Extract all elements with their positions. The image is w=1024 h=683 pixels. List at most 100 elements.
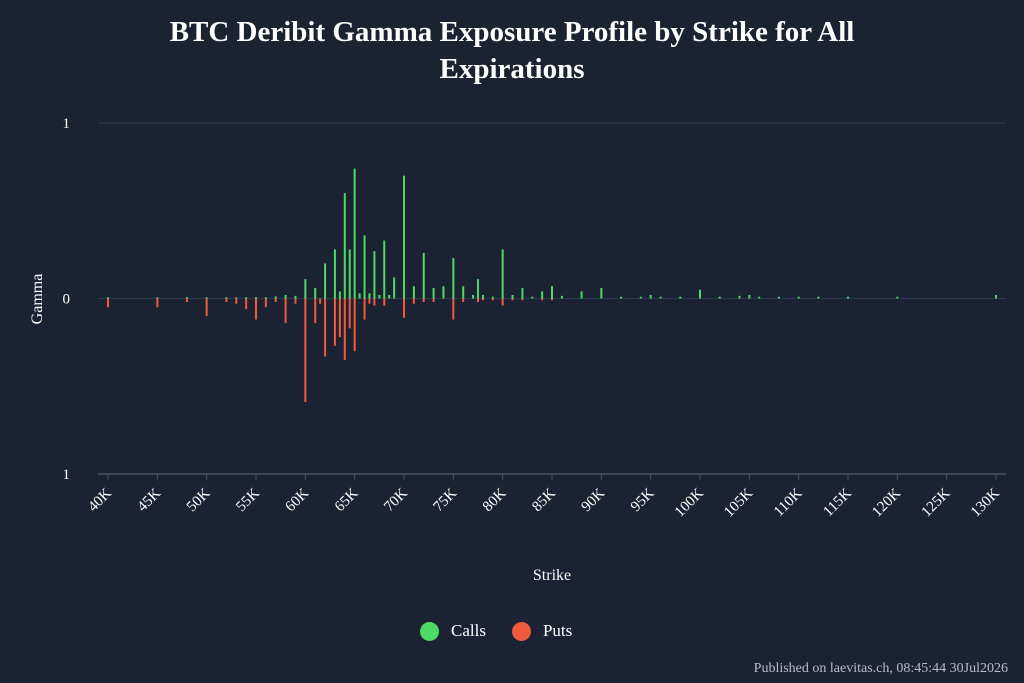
- call-gamma-bar[interactable]: [348, 249, 351, 299]
- call-gamma-bar[interactable]: [462, 286, 465, 299]
- put-gamma-bar[interactable]: [412, 298, 415, 304]
- call-gamma-bar[interactable]: [738, 295, 741, 299]
- put-gamma-bar[interactable]: [521, 298, 524, 301]
- call-gamma-bar[interactable]: [649, 294, 652, 299]
- call-gamma-bar[interactable]: [373, 251, 376, 299]
- call-gamma-bar[interactable]: [501, 249, 504, 299]
- call-gamma-bar[interactable]: [378, 294, 381, 299]
- put-gamma-bar[interactable]: [304, 298, 307, 403]
- put-gamma-bar[interactable]: [156, 298, 159, 308]
- put-gamma-bar[interactable]: [343, 298, 346, 360]
- call-gamma-bar[interactable]: [304, 279, 307, 299]
- put-gamma-bar[interactable]: [368, 298, 371, 304]
- put-gamma-bar[interactable]: [319, 298, 322, 304]
- call-gamma-bar[interactable]: [531, 296, 534, 299]
- call-gamma-bar[interactable]: [353, 168, 356, 299]
- call-gamma-bar[interactable]: [343, 193, 346, 299]
- call-gamma-bar[interactable]: [422, 252, 425, 299]
- put-gamma-bar[interactable]: [245, 298, 248, 310]
- call-gamma-bar[interactable]: [185, 297, 188, 299]
- put-gamma-bar[interactable]: [225, 298, 228, 303]
- call-gamma-bar[interactable]: [551, 286, 553, 299]
- call-gamma-bar[interactable]: [403, 175, 405, 299]
- call-gamma-bar[interactable]: [847, 296, 849, 299]
- put-gamma-bar[interactable]: [353, 298, 356, 352]
- call-gamma-bar[interactable]: [294, 295, 297, 299]
- put-gamma-bar[interactable]: [403, 298, 405, 318]
- legend-item-puts[interactable]: Puts: [511, 621, 572, 641]
- put-gamma-bar[interactable]: [477, 298, 479, 303]
- put-gamma-bar[interactable]: [274, 298, 277, 303]
- call-gamma-bar[interactable]: [107, 297, 109, 299]
- call-gamma-bar[interactable]: [659, 296, 662, 299]
- call-gamma-bar[interactable]: [699, 289, 701, 299]
- put-gamma-bar[interactable]: [363, 298, 366, 320]
- call-gamma-bar[interactable]: [521, 287, 524, 299]
- call-gamma-bar[interactable]: [481, 294, 484, 299]
- call-gamma-bar[interactable]: [156, 297, 159, 299]
- put-gamma-bar[interactable]: [314, 298, 317, 324]
- call-gamma-bar[interactable]: [620, 296, 623, 299]
- put-gamma-bar[interactable]: [107, 298, 109, 308]
- put-gamma-bar[interactable]: [541, 298, 544, 301]
- put-gamma-bar[interactable]: [324, 298, 327, 357]
- call-gamma-bar[interactable]: [245, 297, 248, 299]
- call-gamma-bar[interactable]: [452, 258, 455, 299]
- call-gamma-bar[interactable]: [255, 297, 257, 299]
- put-gamma-bar[interactable]: [338, 298, 341, 338]
- call-gamma-bar[interactable]: [412, 286, 415, 299]
- call-gamma-bar[interactable]: [264, 297, 267, 299]
- call-gamma-bar[interactable]: [314, 287, 317, 299]
- call-gamma-bar[interactable]: [541, 291, 544, 299]
- call-gamma-bar[interactable]: [284, 294, 287, 299]
- call-gamma-bar[interactable]: [388, 294, 391, 299]
- put-gamma-bar[interactable]: [255, 298, 257, 320]
- call-gamma-bar[interactable]: [324, 263, 327, 299]
- put-gamma-bar[interactable]: [348, 298, 351, 329]
- call-gamma-bar[interactable]: [491, 296, 494, 299]
- call-gamma-bar[interactable]: [797, 296, 800, 299]
- call-gamma-bar[interactable]: [995, 294, 997, 299]
- call-gamma-bar[interactable]: [679, 296, 682, 299]
- call-gamma-bar[interactable]: [580, 291, 583, 299]
- put-gamma-bar[interactable]: [422, 298, 425, 303]
- call-gamma-bar[interactable]: [368, 293, 371, 299]
- put-gamma-bar[interactable]: [452, 298, 455, 320]
- call-gamma-bar[interactable]: [748, 294, 751, 299]
- put-gamma-bar[interactable]: [481, 298, 484, 301]
- call-gamma-bar[interactable]: [205, 297, 208, 299]
- call-gamma-bar[interactable]: [225, 297, 228, 299]
- put-gamma-bar[interactable]: [373, 298, 376, 306]
- call-gamma-bar[interactable]: [363, 235, 366, 299]
- put-gamma-bar[interactable]: [264, 298, 267, 308]
- put-gamma-bar[interactable]: [333, 298, 336, 346]
- call-gamma-bar[interactable]: [358, 293, 361, 299]
- put-gamma-bar[interactable]: [294, 298, 297, 304]
- call-gamma-bar[interactable]: [472, 294, 475, 299]
- put-gamma-bar[interactable]: [185, 298, 188, 303]
- put-gamma-bar[interactable]: [432, 298, 435, 303]
- put-gamma-bar[interactable]: [284, 298, 287, 324]
- call-gamma-bar[interactable]: [718, 296, 721, 299]
- call-gamma-bar[interactable]: [560, 295, 563, 299]
- put-gamma-bar[interactable]: [205, 298, 208, 317]
- put-gamma-bar[interactable]: [491, 298, 494, 301]
- call-gamma-bar[interactable]: [383, 240, 386, 299]
- call-gamma-bar[interactable]: [639, 296, 642, 299]
- call-gamma-bar[interactable]: [477, 279, 479, 299]
- call-gamma-bar[interactable]: [600, 287, 603, 299]
- call-gamma-bar[interactable]: [758, 296, 761, 299]
- put-gamma-bar[interactable]: [511, 298, 514, 301]
- put-gamma-bar[interactable]: [383, 298, 386, 306]
- put-gamma-bar[interactable]: [551, 298, 553, 301]
- call-gamma-bar[interactable]: [393, 277, 396, 299]
- call-gamma-bar[interactable]: [333, 249, 336, 299]
- put-gamma-bar[interactable]: [501, 298, 504, 306]
- put-gamma-bar[interactable]: [235, 298, 238, 304]
- call-gamma-bar[interactable]: [511, 294, 514, 299]
- call-gamma-bar[interactable]: [777, 296, 780, 299]
- legend-item-calls[interactable]: Calls: [420, 621, 486, 641]
- call-gamma-bar[interactable]: [338, 291, 341, 299]
- call-gamma-bar[interactable]: [896, 296, 899, 299]
